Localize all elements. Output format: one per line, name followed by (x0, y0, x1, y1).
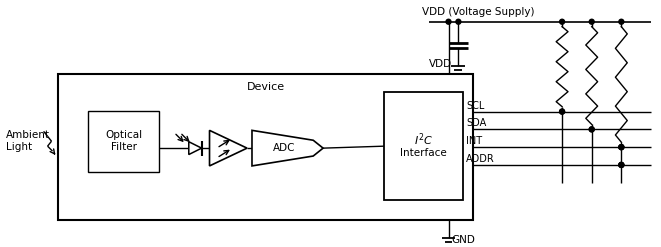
Circle shape (619, 163, 624, 167)
Circle shape (619, 163, 624, 167)
Bar (88, 111, 159, 172)
Polygon shape (210, 130, 247, 166)
Text: Interface: Interface (401, 148, 447, 158)
Text: Ambient
Light: Ambient Light (6, 130, 50, 152)
Polygon shape (189, 142, 202, 155)
Circle shape (560, 109, 564, 114)
Circle shape (589, 19, 594, 24)
Text: Optical
Filter: Optical Filter (105, 130, 142, 152)
Circle shape (560, 19, 564, 24)
Circle shape (619, 145, 624, 150)
Text: GND: GND (451, 235, 475, 245)
Circle shape (560, 109, 564, 114)
Circle shape (446, 19, 451, 24)
Text: SDA: SDA (466, 118, 486, 128)
Text: INT: INT (466, 136, 483, 146)
Polygon shape (252, 130, 323, 166)
Text: VDD: VDD (429, 59, 452, 69)
Text: SCL: SCL (466, 101, 485, 111)
Circle shape (589, 127, 594, 132)
Circle shape (619, 163, 624, 167)
Circle shape (619, 145, 624, 150)
Text: VDD (Voltage Supply): VDD (Voltage Supply) (422, 7, 534, 17)
Circle shape (619, 145, 624, 150)
Circle shape (456, 19, 461, 24)
Bar (384, 92, 463, 201)
Circle shape (619, 19, 624, 24)
Circle shape (589, 127, 594, 132)
Text: ADC: ADC (273, 143, 295, 153)
Text: ADDR: ADDR (466, 154, 495, 164)
Bar (58, 74, 473, 220)
Text: Device: Device (247, 82, 285, 92)
Text: $I^2C$: $I^2C$ (414, 131, 434, 147)
